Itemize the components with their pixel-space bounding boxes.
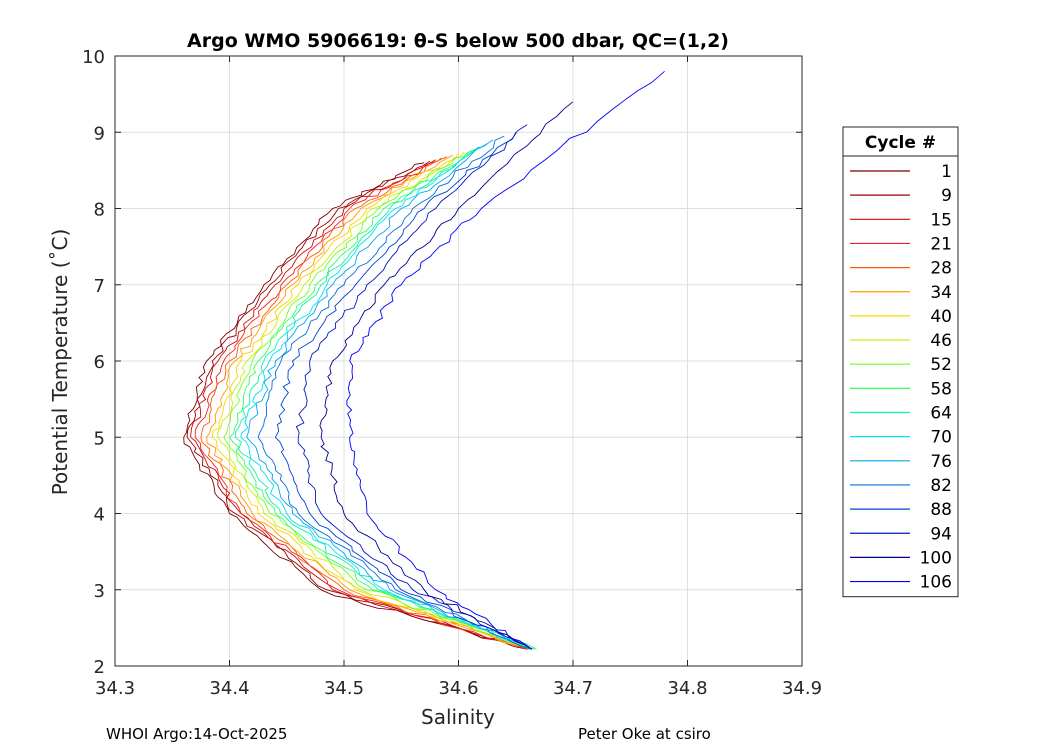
y-tick-label: 9 xyxy=(94,123,105,144)
legend-label-9: 9 xyxy=(941,186,952,206)
series-line-cycle-28-lower xyxy=(200,437,530,650)
series-line-cycle-28-upper xyxy=(200,156,448,438)
series-line-cycle-76-upper xyxy=(246,139,494,438)
series-line-cycle-52-upper xyxy=(223,150,471,438)
legend-label-52: 52 xyxy=(930,355,952,375)
y-tick-label: 10 xyxy=(82,47,105,68)
x-tick-label: 34.5 xyxy=(324,678,364,699)
series-line-cycle-106-lower xyxy=(349,437,533,650)
x-tick-label: 34.7 xyxy=(553,678,593,699)
legend-label-1: 1 xyxy=(941,162,952,182)
series-line-cycle-1-upper xyxy=(183,162,425,438)
series-line-cycle-88-lower xyxy=(274,436,533,650)
series-line-cycle-100-lower xyxy=(320,437,533,650)
y-axis-label: Potential Temperature (˚C) xyxy=(48,229,72,496)
legend-label-28: 28 xyxy=(930,259,952,279)
series-line-cycle-21-lower xyxy=(194,437,528,650)
series-line-cycle-9-upper xyxy=(186,160,431,438)
series-line-cycle-106-upper xyxy=(346,70,665,438)
legend-label-64: 64 xyxy=(930,404,952,424)
footer-source: WHOI Argo:14-Oct-2025 xyxy=(106,725,288,743)
series-line-cycle-88-upper xyxy=(274,132,517,438)
data-layer xyxy=(183,70,665,650)
legend-label-106: 106 xyxy=(920,573,952,593)
legend-label-88: 88 xyxy=(930,500,952,520)
legend-title: Cycle # xyxy=(865,133,936,153)
series-line-cycle-52-lower xyxy=(223,437,535,650)
series-line-cycle-82-lower xyxy=(257,437,532,650)
footer-author: Peter Oke at csiro xyxy=(578,725,711,743)
y-tick-label: 4 xyxy=(94,505,105,526)
legend-label-70: 70 xyxy=(930,428,952,448)
y-tick-label: 2 xyxy=(94,657,105,678)
legend: Cycle #1 9 15 21 28 34 40 46 52 58 64 70 76 82 88 94 100… xyxy=(842,126,959,598)
chart-title: Argo WMO 5906619: θ-S below 500 dbar, QC… xyxy=(187,30,729,52)
series-line-cycle-100-upper xyxy=(319,101,574,438)
series-line-cycle-34-lower xyxy=(206,437,530,650)
legend-label-34: 34 xyxy=(930,283,952,303)
series-line-cycle-94-upper xyxy=(295,124,528,438)
legend-label-94: 94 xyxy=(930,524,952,544)
x-axis-label: Salinity xyxy=(421,705,495,729)
legend-label-21: 21 xyxy=(930,234,952,254)
series-line-cycle-82-upper xyxy=(257,135,505,438)
series-line-cycle-40-lower xyxy=(212,436,532,650)
legend-label-46: 46 xyxy=(930,331,952,351)
x-tick-label: 34.4 xyxy=(209,678,249,699)
y-tick-label: 5 xyxy=(94,428,105,449)
legend-label-15: 15 xyxy=(930,210,952,230)
series-line-cycle-34-upper xyxy=(206,154,454,438)
legend-label-82: 82 xyxy=(930,476,952,496)
y-tick-label: 8 xyxy=(94,200,105,221)
x-tick-label: 34.9 xyxy=(782,678,822,699)
y-tick-label: 3 xyxy=(94,581,105,602)
legend-label-58: 58 xyxy=(930,379,952,399)
legend-label-100: 100 xyxy=(920,548,952,568)
series-line-cycle-70-upper xyxy=(240,143,488,438)
series-line-cycle-64-lower xyxy=(234,436,535,650)
legend-box xyxy=(842,126,959,598)
x-tick-label: 34.6 xyxy=(438,678,478,699)
ticks: 34.3 34.4 34.5 34.6 34.7 34.8 34.9 2 3 4 5 6 7 8 9 10 xyxy=(82,47,822,699)
series-line-cycle-64-upper xyxy=(234,147,482,438)
series-line-cycle-58-upper xyxy=(229,148,476,438)
y-tick-label: 7 xyxy=(94,276,105,297)
legend-label-76: 76 xyxy=(930,452,952,472)
x-tick-label: 34.3 xyxy=(95,678,135,699)
x-tick-label: 34.8 xyxy=(667,678,707,699)
series-line-cycle-40-upper xyxy=(211,153,459,438)
y-tick-label: 6 xyxy=(94,352,105,373)
series-line-cycle-9-lower xyxy=(186,437,528,650)
legend-label-40: 40 xyxy=(930,307,952,327)
series-line-cycle-15-upper xyxy=(190,159,436,438)
